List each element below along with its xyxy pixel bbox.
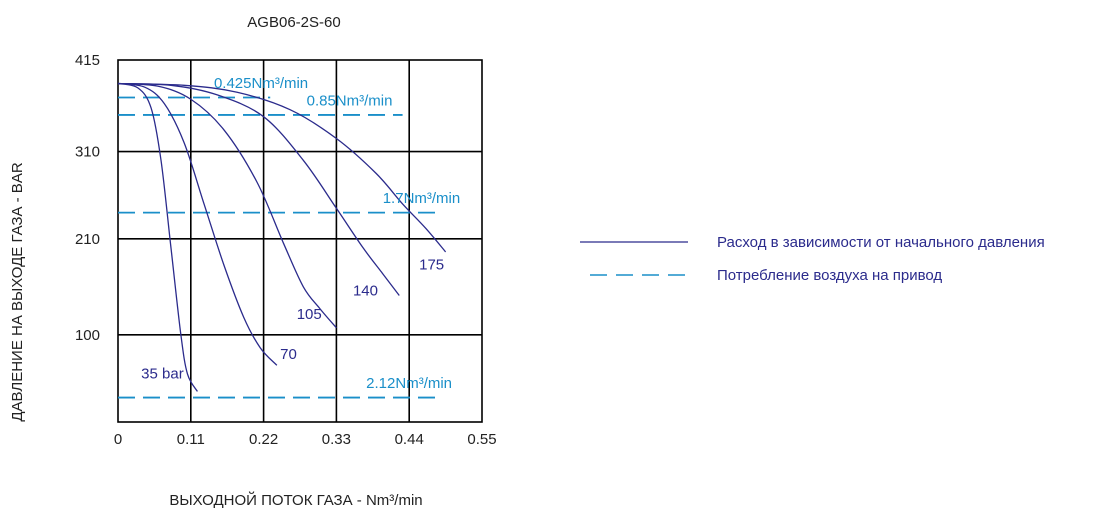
curve-label: 35 bar — [141, 365, 184, 382]
consumption-label: 0.85Nm³/min — [307, 92, 393, 109]
y-tick-label: 310 — [75, 144, 100, 161]
x-tick-label: 0 — [114, 431, 122, 448]
curve-label: 140 — [353, 283, 378, 300]
y-tick-label: 100 — [75, 327, 100, 344]
chart-title: AGB06-2S-60 — [247, 14, 340, 31]
x-tick-label: 0.11 — [177, 431, 205, 448]
consumption-label: 0.425Nm³/min — [214, 75, 308, 92]
flow-curves — [117, 82, 447, 392]
x-tick-label: 0.22 — [249, 431, 278, 448]
axis-ticks: 0 0.11 0.22 0.33 0.44 0.55 100 210 310 415 — [75, 52, 497, 448]
y-tick-label: 415 — [75, 52, 100, 69]
consumption-lines — [118, 96, 436, 399]
plot-grid — [117, 59, 483, 423]
plot-frame — [117, 59, 483, 423]
consumption-label: 2.12Nm³/min — [366, 375, 452, 392]
series-line — [117, 82, 400, 296]
legend: Расход в зависимости от начального давле… — [580, 234, 1045, 284]
curve-label: 105 — [297, 306, 322, 323]
curve-label: 70 — [280, 346, 297, 363]
legend-label: Расход в зависимости от начального давле… — [717, 234, 1045, 251]
series-line — [117, 82, 337, 329]
y-tick-label: 210 — [75, 231, 100, 248]
legend-label: Потребление воздуха на привод — [717, 267, 942, 284]
x-tick-label: 0.44 — [395, 431, 424, 448]
x-tick-label: 0.33 — [322, 431, 351, 448]
consumption-label: 1.7Nm³/min — [383, 190, 461, 207]
y-axis-label: ДАВЛЕНИЕ НА ВЫХОДЕ ГАЗА - BAR — [9, 162, 26, 421]
chart-annotations: 35 bar 70 105 140 175 0.425Nm³/min0.85Nm³/min… — [141, 75, 460, 392]
series-line — [117, 82, 278, 366]
x-tick-label: 0.55 — [467, 431, 496, 448]
x-axis-label: ВЫХОДНОЙ ПОТОК ГАЗА - Nm³/min — [169, 491, 422, 509]
series-line — [117, 82, 198, 392]
series-line — [117, 82, 447, 253]
curve-label: 175 — [419, 256, 444, 273]
